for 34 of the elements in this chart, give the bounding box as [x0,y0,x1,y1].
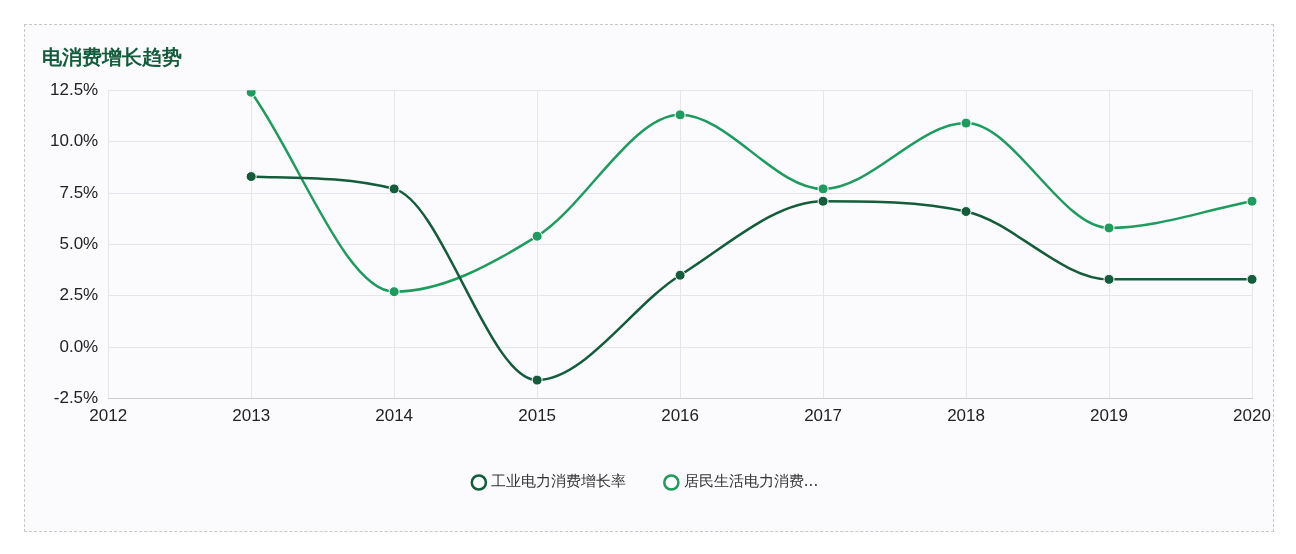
point [1103,222,1115,234]
x-tick-label: 2014 [375,406,414,426]
point [817,183,829,195]
x-tick-label: 2016 [661,406,700,426]
point [245,171,257,183]
point [674,109,686,121]
x-tick-label: 2012 [89,406,128,426]
y-tick-label: -2.5% [53,388,99,408]
point [531,374,543,386]
point [1246,195,1258,207]
x-tick-label: 2015 [518,406,557,426]
legend-label: 居民生活电力消费... [683,472,819,491]
x-tick-label: 2019 [1090,406,1128,426]
y-tick-label: 12.5% [50,79,99,99]
x-tick-label: 2013 [232,406,271,426]
point [674,269,686,281]
x-tick-label: 2018 [947,406,985,426]
legend-label: 工业电力消费增长率 [491,472,627,491]
y-tick-label: 10.0% [50,131,99,151]
x-tick-label: 2017 [804,406,842,426]
y-tick-label: 7.5% [59,182,99,202]
point [1246,273,1258,285]
x-tick-label: 2020 [1233,406,1271,426]
point [1103,273,1115,285]
chart-title: 电消费增长趋势 [42,44,182,71]
point [531,230,543,242]
y-tick-label: 2.5% [59,285,99,305]
point [817,195,829,207]
point [960,117,972,129]
y-tick-label: 0.0% [59,336,99,356]
point [388,183,400,195]
point [960,206,972,217]
point [388,286,400,298]
y-tick-label: 5.0% [59,234,99,254]
